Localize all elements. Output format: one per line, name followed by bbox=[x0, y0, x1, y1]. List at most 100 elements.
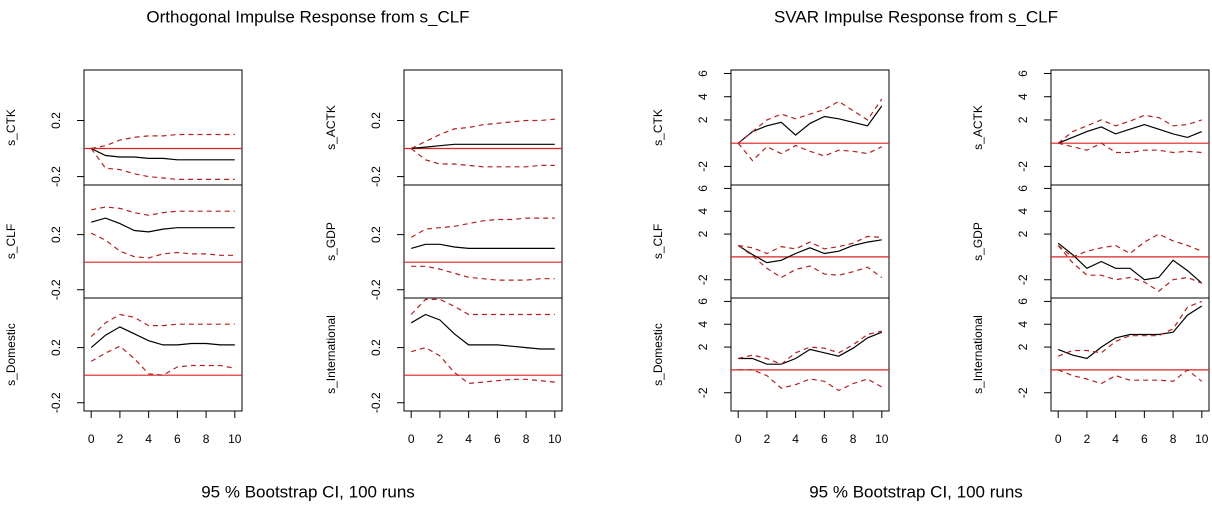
panel-frame bbox=[403, 184, 563, 299]
y-tick-label: 2 bbox=[1016, 230, 1030, 237]
y-axis-label: s_International bbox=[971, 315, 985, 394]
panel-frame bbox=[403, 69, 563, 186]
response-line bbox=[411, 243, 555, 249]
y-tick-label: 4 bbox=[1016, 93, 1030, 100]
x-tick-label: 4 bbox=[145, 432, 152, 446]
y-tick-label: 0.2 bbox=[49, 112, 63, 129]
x-tick-label: 10 bbox=[548, 432, 562, 446]
x-tick-label: 10 bbox=[1195, 432, 1209, 446]
ci-line bbox=[1057, 233, 1203, 258]
y-tick-label: 6 bbox=[696, 298, 710, 305]
y-tick-label: 2 bbox=[696, 230, 710, 237]
y-tick-label: 6 bbox=[1016, 70, 1030, 77]
ci-line bbox=[90, 148, 235, 180]
x-tick-label: 2 bbox=[1084, 432, 1091, 446]
x-tick-label: 4 bbox=[1112, 432, 1119, 446]
y-tick-label: 6 bbox=[696, 70, 710, 77]
ci-line bbox=[90, 345, 235, 376]
x-tick-label: 6 bbox=[1141, 432, 1148, 446]
y-tick-label: 6 bbox=[1016, 298, 1030, 305]
y-tick-label: -0.2 bbox=[49, 392, 63, 413]
y-axis-label: s_CLF bbox=[651, 224, 665, 259]
ci-line bbox=[410, 148, 555, 168]
y-tick-label: -0.2 bbox=[369, 279, 383, 300]
ci-line bbox=[1057, 114, 1202, 144]
y-tick-label: -0.2 bbox=[369, 166, 383, 187]
ci-line bbox=[1057, 300, 1203, 357]
y-axis-label: s_CLF bbox=[4, 224, 18, 259]
panel-frame bbox=[730, 69, 890, 186]
x-tick-label: 0 bbox=[408, 432, 415, 446]
ci-line bbox=[411, 346, 555, 385]
ci-line bbox=[91, 133, 235, 150]
x-tick-label: 10 bbox=[228, 432, 242, 446]
y-tick-label: 4 bbox=[696, 208, 710, 215]
response-line bbox=[737, 239, 882, 264]
y-axis-label: s_International bbox=[324, 315, 338, 394]
ci-line bbox=[90, 232, 235, 259]
ci-line bbox=[738, 369, 883, 392]
x-tick-label: 8 bbox=[523, 432, 530, 446]
caption: 95 % Bootstrap CI, 100 runs bbox=[809, 482, 1023, 501]
y-tick-label: 2 bbox=[696, 343, 710, 350]
y-axis-label: s_CTK bbox=[4, 109, 18, 146]
ci-line bbox=[410, 217, 555, 238]
x-tick-label: 6 bbox=[821, 432, 828, 446]
chart-title: Orthogonal Impulse Response from s_CLF bbox=[146, 7, 469, 26]
x-tick-label: 4 bbox=[792, 432, 799, 446]
x-tick-label: 2 bbox=[437, 432, 444, 446]
response-line bbox=[90, 147, 235, 161]
ci-line bbox=[737, 245, 883, 279]
y-axis-label: s_Domestic bbox=[4, 323, 18, 386]
response-line bbox=[1057, 123, 1203, 144]
y-tick-label: -0.2 bbox=[369, 392, 383, 413]
y-tick-label: 2 bbox=[1016, 116, 1030, 123]
x-tick-label: 8 bbox=[203, 432, 210, 446]
ci-line bbox=[1057, 369, 1203, 385]
y-tick-label: 0.2 bbox=[369, 339, 383, 356]
response-line bbox=[410, 313, 555, 350]
panel-frame bbox=[1050, 69, 1210, 186]
y-tick-label: 2 bbox=[1016, 343, 1030, 350]
y-tick-label: 4 bbox=[696, 93, 710, 100]
response-line bbox=[411, 143, 555, 150]
response-line bbox=[90, 326, 235, 349]
response-line bbox=[91, 217, 235, 233]
panel-frame bbox=[403, 297, 563, 412]
x-tick-label: 2 bbox=[764, 432, 771, 446]
x-tick-label: 2 bbox=[117, 432, 124, 446]
ci-line bbox=[737, 142, 883, 162]
x-tick-label: 0 bbox=[1055, 432, 1062, 446]
panel-frame bbox=[1050, 297, 1210, 412]
caption: 95 % Bootstrap CI, 100 runs bbox=[201, 482, 415, 501]
ci-line bbox=[90, 313, 235, 338]
panel-frame bbox=[83, 69, 243, 186]
y-axis-label: s_CTK bbox=[651, 109, 665, 146]
ci-line bbox=[91, 206, 235, 216]
y-tick-label: -2 bbox=[696, 274, 710, 285]
y-tick-label: 6 bbox=[1016, 185, 1030, 192]
y-tick-label: 4 bbox=[1016, 208, 1030, 215]
x-tick-label: 0 bbox=[735, 432, 742, 446]
y-tick-label: 0.2 bbox=[369, 226, 383, 243]
x-tick-label: 10 bbox=[875, 432, 889, 446]
x-tick-label: 6 bbox=[494, 432, 501, 446]
ci-line bbox=[1057, 245, 1203, 292]
ci-line bbox=[410, 118, 555, 150]
y-tick-label: -0.2 bbox=[49, 279, 63, 300]
chart-title: SVAR Impulse Response from s_CLF bbox=[774, 7, 1058, 26]
x-tick-label: 8 bbox=[850, 432, 857, 446]
y-tick-label: 4 bbox=[696, 321, 710, 328]
y-axis-label: s_GDP bbox=[324, 222, 338, 261]
y-axis-label: s_ACTK bbox=[971, 105, 985, 150]
ci-line bbox=[411, 265, 555, 281]
x-tick-label: 4 bbox=[465, 432, 472, 446]
y-tick-label: 2 bbox=[696, 116, 710, 123]
x-tick-label: 6 bbox=[174, 432, 181, 446]
y-tick-label: 0.2 bbox=[369, 112, 383, 129]
y-tick-label: -2 bbox=[1016, 387, 1030, 398]
y-tick-label: -2 bbox=[1016, 274, 1030, 285]
y-tick-label: -0.2 bbox=[49, 166, 63, 187]
